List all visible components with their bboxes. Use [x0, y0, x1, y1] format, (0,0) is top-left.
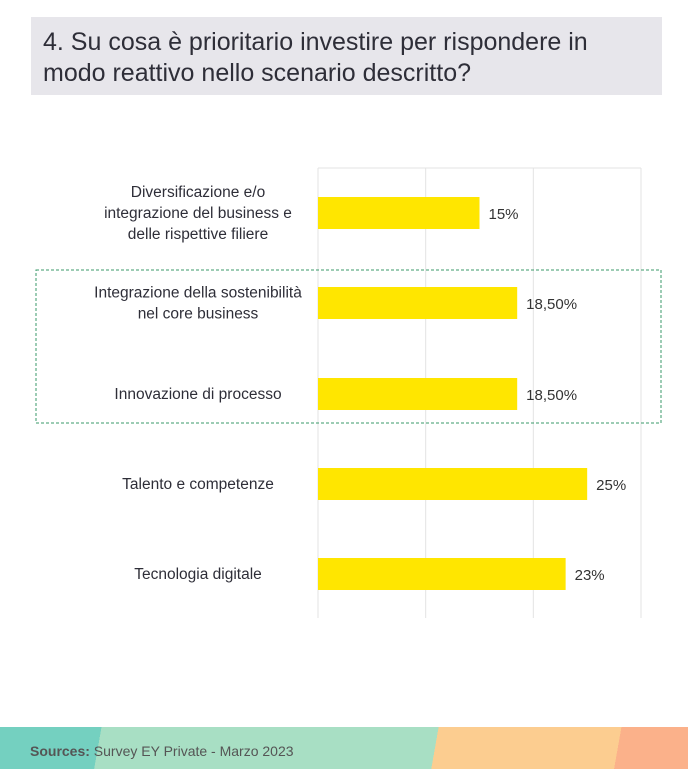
category-label: Diversificazione e/o [131, 184, 265, 201]
bar [318, 378, 518, 410]
bar-chart: 15% Diversificazione e/o integrazione del … [35, 167, 662, 618]
data-label: 23% [575, 567, 605, 584]
data-label: 18,50% [526, 387, 577, 404]
footer: Sources: Survey EY Private - Marzo 2023 [0, 727, 688, 769]
bar [318, 287, 518, 319]
category-label: nel core business [138, 306, 259, 323]
category-label: delle rispettive filiere [128, 226, 268, 243]
sources-text: Survey EY Private - Marzo 2023 [89, 743, 294, 759]
bar [318, 468, 588, 500]
data-label: 15% [489, 206, 519, 223]
category-label: integrazione del business e [104, 205, 292, 222]
data-label: 18,50% [526, 296, 577, 313]
data-label: 25% [596, 477, 626, 494]
bar [318, 197, 480, 229]
bar [318, 558, 566, 590]
category-label: Innovazione di processo [114, 386, 281, 403]
category-label: Talento e competenze [122, 476, 274, 493]
sources-label: Sources: [30, 743, 90, 759]
highlight-box [35, 269, 662, 424]
sources: Sources: Survey EY Private - Marzo 2023 [30, 743, 294, 759]
category-label: Tecnologia digitale [134, 566, 262, 583]
category-label: Integrazione della sostenibilità [94, 285, 302, 302]
chart-title: 4. Su cosa è prioritario investire per r… [31, 17, 662, 95]
